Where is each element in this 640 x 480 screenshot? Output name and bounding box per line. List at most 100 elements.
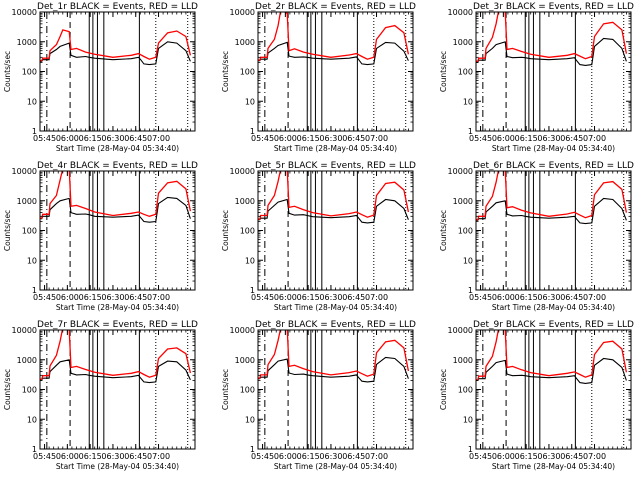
panel-title: Det_3r BLACK = Events, RED = LLD	[473, 2, 634, 12]
x-tick-label: 07:00	[583, 293, 606, 302]
x-tick-label: 06:45	[124, 134, 147, 143]
panel-title: Det_6r BLACK = Events, RED = LLD	[473, 161, 634, 171]
y-tick-label: 1000	[453, 38, 473, 47]
event-lines	[482, 12, 625, 131]
y-tick-label: 10	[463, 415, 473, 424]
y-tick-label: 100	[458, 386, 473, 395]
y-tick-label: 10	[463, 256, 473, 265]
panel-title: Det_9r BLACK = Events, RED = LLD	[473, 320, 634, 330]
y-axis-label: Counts/sec	[439, 51, 448, 92]
x-tick-label: 05:45	[469, 134, 492, 143]
panel-title: Det_5r BLACK = Events, RED = LLD	[255, 161, 416, 171]
events-series-line	[476, 197, 627, 225]
plot-frame	[257, 329, 414, 450]
y-tick-label: 10000	[230, 167, 255, 176]
y-tick-label: 10	[245, 415, 255, 424]
lld-series-line	[476, 12, 628, 62]
lld-series-line	[476, 171, 628, 221]
x-tick-label: 06:30	[537, 134, 560, 143]
y-tick-label: 1000	[17, 356, 37, 365]
series-group	[258, 330, 410, 383]
events-series-line	[40, 41, 191, 66]
series-group	[476, 330, 628, 384]
y-tick-label: 100	[22, 227, 37, 236]
y-tick-label: 10000	[448, 167, 473, 176]
events-series-line	[258, 356, 409, 383]
y-tick-label: 100	[240, 227, 255, 236]
x-tick-label: 06:00	[274, 134, 297, 143]
series-group	[40, 171, 192, 223]
event-lines	[482, 171, 625, 290]
y-tick-label: 10000	[448, 8, 473, 17]
y-tick-label: 100	[240, 386, 255, 395]
x-tick-label: 06:15	[297, 452, 320, 461]
x-tick-label: 06:30	[537, 293, 560, 302]
x-axis-label: Start Time (28-May-04 05:34:40)	[274, 144, 397, 153]
x-tick-label: 06:15	[297, 293, 320, 302]
y-axis-label: Counts/sec	[3, 51, 12, 92]
x-tick-label: 06:00	[56, 452, 79, 461]
x-tick-label: 06:45	[560, 293, 583, 302]
y-tick-label: 10000	[12, 326, 37, 335]
y-axis-label: Counts/sec	[3, 369, 12, 410]
lld-series-line	[258, 171, 410, 220]
y-tick-label: 10000	[230, 326, 255, 335]
x-tick-label: 06:45	[560, 134, 583, 143]
y-tick-label: 1	[468, 445, 473, 454]
y-tick-label: 1000	[17, 38, 37, 47]
y-axis-label: Counts/sec	[221, 210, 230, 251]
y-tick-label: 10000	[12, 167, 37, 176]
x-tick-label: 07:00	[365, 134, 388, 143]
y-axis-label: Counts/sec	[221, 369, 230, 410]
x-tick-label: 05:45	[33, 293, 56, 302]
events-series-line	[476, 37, 627, 66]
x-tick-label: 06:30	[101, 134, 124, 143]
x-tick-label: 06:00	[56, 293, 79, 302]
panel-title: Det_2r BLACK = Events, RED = LLD	[255, 2, 416, 12]
event-lines	[264, 171, 407, 290]
y-tick-label: 1	[468, 127, 473, 136]
events-series-line	[40, 196, 191, 223]
x-axis-label: Start Time (28-May-04 05:34:40)	[492, 462, 615, 471]
y-tick-label: 100	[22, 386, 37, 395]
lld-series-line	[40, 330, 192, 380]
detector-panel: Det_8r BLACK = Events, RED = LLD Counts/s…	[221, 320, 416, 471]
x-tick-label: 06:15	[297, 134, 320, 143]
y-tick-label: 100	[458, 227, 473, 236]
y-tick-label: 1	[250, 286, 255, 295]
y-axis-label: Counts/sec	[439, 369, 448, 410]
panel-title: Det_8r BLACK = Events, RED = LLD	[255, 320, 416, 330]
y-tick-label: 1000	[235, 38, 255, 47]
series-group	[40, 330, 192, 384]
event-lines	[46, 12, 189, 131]
plot-frame	[39, 170, 196, 291]
y-tick-label: 10000	[448, 326, 473, 335]
x-tick-label: 05:45	[33, 134, 56, 143]
y-tick-label: 10	[27, 415, 37, 424]
x-tick-label: 06:45	[342, 293, 365, 302]
y-tick-label: 1000	[17, 197, 37, 206]
x-tick-label: 06:15	[79, 293, 102, 302]
plot-frame	[475, 11, 632, 132]
detector-panel: Det_4r BLACK = Events, RED = LLD Counts/s…	[3, 161, 198, 312]
detector-panel: Det_6r BLACK = Events, RED = LLD Counts/s…	[439, 161, 634, 312]
panel-title: Det_1r BLACK = Events, RED = LLD	[37, 2, 198, 12]
y-axis-label: Counts/sec	[3, 210, 12, 251]
x-tick-label: 06:15	[79, 134, 102, 143]
y-tick-label: 100	[22, 68, 37, 77]
y-tick-label: 1	[32, 445, 37, 454]
x-tick-label: 06:00	[56, 134, 79, 143]
x-tick-label: 05:45	[469, 452, 492, 461]
events-series-line	[40, 359, 191, 384]
lld-series-line	[258, 12, 410, 61]
events-series-line	[258, 198, 409, 224]
event-lines	[46, 330, 189, 449]
events-series-line	[258, 41, 409, 66]
plot-frame	[475, 329, 632, 450]
plot-frame	[475, 170, 632, 291]
x-tick-label: 06:15	[515, 293, 538, 302]
lld-series-line	[40, 29, 192, 62]
panel-title: Det_4r BLACK = Events, RED = LLD	[37, 161, 198, 171]
